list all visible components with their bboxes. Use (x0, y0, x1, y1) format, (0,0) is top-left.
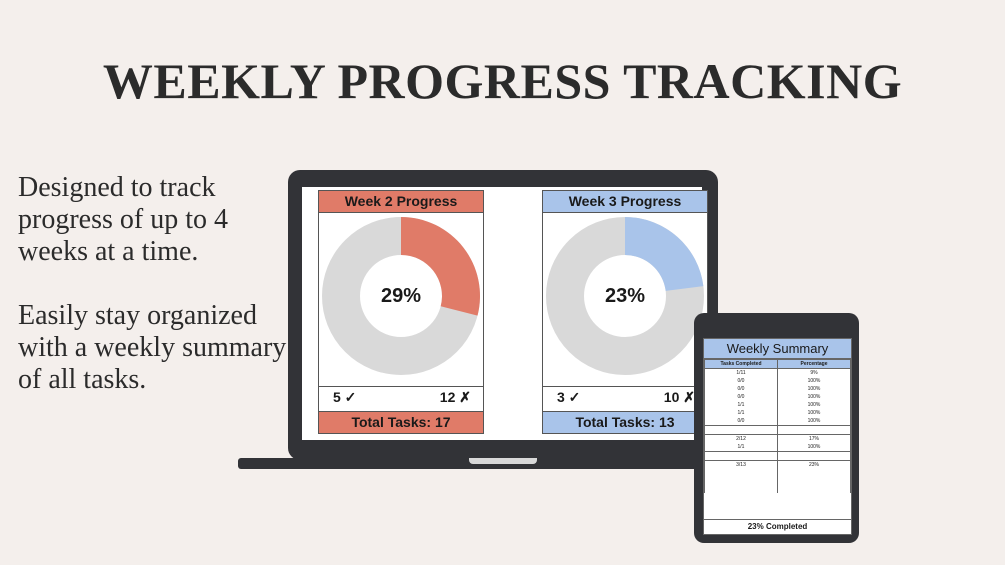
week-2-donut-chart: 29% (319, 213, 483, 385)
week-3-not-done-count: 10 ✗ (663, 389, 695, 405)
week-3-heading: Week 3 Progress (543, 191, 707, 213)
week-3-done-count: 3 ✓ (557, 389, 581, 405)
table-row: 3/13 23% (704, 460, 851, 469)
laptop: Week 2 Progress 29% 5 ✓ 12 ✗ Total Tasks… (288, 170, 718, 460)
week-3-counts: 3 ✓ 10 ✗ (543, 386, 707, 408)
percentage-cell: 100% (777, 385, 851, 393)
table-row: 1/1 100% (704, 409, 851, 417)
tasks-completed-cell: 0/0 (704, 377, 778, 385)
table-row (704, 485, 851, 493)
tasks-completed-cell (704, 425, 778, 435)
table-row: 0/0 100% (704, 385, 851, 393)
column-header-tasks-completed: Tasks Completed (704, 359, 778, 369)
column-header-percentage: Percentage (777, 359, 851, 369)
tasks-completed-cell: 0/0 (704, 417, 778, 426)
percentage-cell (777, 469, 851, 477)
tasks-completed-cell: 3/13 (704, 460, 778, 469)
percentage-cell (777, 485, 851, 493)
table-row (704, 469, 851, 477)
table-row: 0/0 100% (704, 417, 851, 426)
tasks-completed-cell (704, 485, 778, 493)
percentage-cell: 100% (777, 443, 851, 452)
tablet-screen: Weekly Summary Tasks Completed Percentag… (703, 338, 852, 535)
page-title: WEEKLY PROGRESS TRACKING (102, 53, 903, 109)
tasks-completed-cell (704, 451, 778, 461)
percentage-cell (777, 425, 851, 435)
description-summary: Easily stay organized with a weekly summ… (18, 300, 287, 395)
percentage-cell: 100% (777, 401, 851, 409)
week-3-donut-slice (625, 217, 704, 291)
table-row: 0/0 100% (704, 377, 851, 385)
week-2-counts: 5 ✓ 12 ✗ (319, 386, 483, 408)
table-row: 1/1 100% (704, 401, 851, 409)
percentage-cell: 23% (777, 460, 851, 469)
week-2-donut-svg (322, 217, 481, 375)
week-2-not-done-count: 12 ✗ (439, 389, 471, 405)
week-2-progress-card: Week 2 Progress 29% 5 ✓ 12 ✗ Total Tasks… (318, 190, 484, 434)
table-row (704, 477, 851, 485)
week-2-donut-slice (401, 217, 481, 316)
summary-footer: 23% Completed (704, 519, 851, 534)
week-3-progress-card: Week 3 Progress 23% 3 ✓ 10 ✗ Total Tasks… (542, 190, 708, 434)
tasks-completed-cell: 1/1 (704, 409, 778, 417)
week-2-done-count: 5 ✓ (333, 389, 357, 405)
percentage-cell: 100% (777, 393, 851, 401)
tasks-completed-cell (704, 477, 778, 485)
week-2-total-tasks: Total Tasks: 17 (319, 411, 483, 433)
week-2-heading: Week 2 Progress (319, 191, 483, 213)
week-2-percent: 29% (380, 285, 422, 307)
percentage-cell: 100% (777, 377, 851, 385)
week-3-total-tasks: Total Tasks: 13 (543, 411, 707, 433)
table-row: 1/11 9% (704, 368, 851, 377)
weekly-summary-title: Weekly Summary (704, 339, 851, 359)
weekly-summary-table: Tasks Completed Percentage 1/11 9% 0/0 100%… (704, 359, 851, 493)
tasks-completed-cell (704, 469, 778, 477)
percentage-cell: 17% (777, 434, 851, 443)
description-tracking: Designed to track progress of up to 4 we… (18, 172, 228, 267)
percentage-cell: 100% (777, 409, 851, 417)
laptop-screen: Week 2 Progress 29% 5 ✓ 12 ✗ Total Tasks… (302, 187, 708, 440)
tasks-completed-cell: 0/0 (704, 393, 778, 401)
tasks-completed-cell: 1/1 (704, 443, 778, 452)
tasks-completed-cell: 1/1 (704, 401, 778, 409)
table-row: 1/1 100% (704, 443, 851, 452)
laptop-notch (469, 458, 537, 464)
table-row: 2/12 17% (704, 434, 851, 443)
tablet: Weekly Summary Tasks Completed Percentag… (694, 313, 859, 543)
table-row (704, 425, 851, 435)
week-3-percent: 23% (604, 285, 646, 307)
week-3-donut-svg (546, 217, 704, 375)
tasks-completed-cell: 0/0 (704, 385, 778, 393)
tasks-completed-cell: 1/11 (704, 368, 778, 377)
table-row: 0/0 100% (704, 393, 851, 401)
percentage-cell (777, 477, 851, 485)
percentage-cell (777, 451, 851, 461)
tasks-completed-cell: 2/12 (704, 434, 778, 443)
table-row (704, 451, 851, 461)
week-3-donut-chart: 23% (543, 213, 707, 385)
percentage-cell: 100% (777, 417, 851, 426)
percentage-cell: 9% (777, 368, 851, 377)
